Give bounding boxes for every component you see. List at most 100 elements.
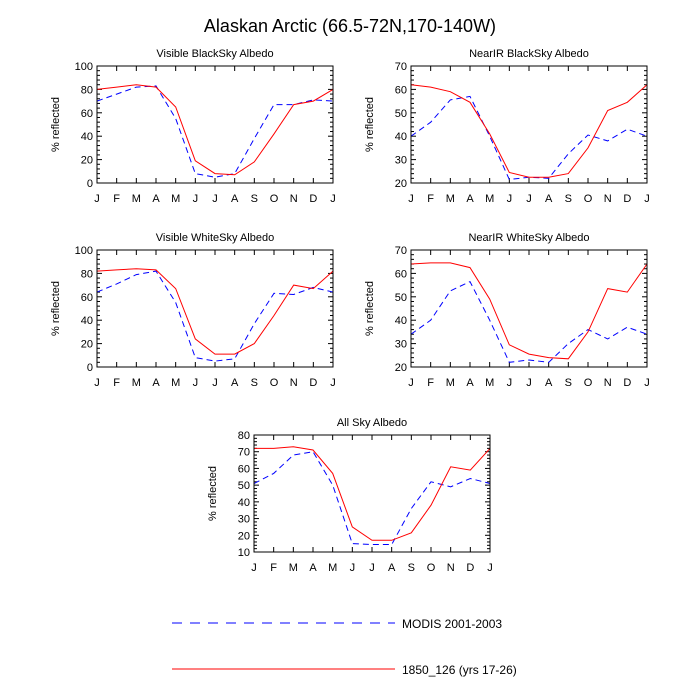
x-tick-label: S	[408, 562, 415, 574]
x-tick-label: O	[270, 377, 279, 389]
panel-visible-whitesky: Visible WhiteSky Albedo % reflected 0 20 40 6…	[50, 232, 336, 389]
x-tick-label: M	[446, 377, 455, 389]
x-tick-label: F	[113, 377, 120, 389]
x-tick-label: J	[408, 193, 414, 205]
legend-item-model: 1850_126 (yrs 17-26)	[172, 663, 517, 677]
x-tick-label: J	[94, 193, 100, 205]
x-tick-label: N	[447, 562, 455, 574]
plot-frame	[410, 249, 648, 368]
x-tick-label: J	[212, 193, 218, 205]
x-tick-label: S	[565, 377, 572, 389]
y-tick-label: 20	[81, 339, 93, 351]
x-tick-label: M	[485, 377, 494, 389]
series-line-modis	[410, 280, 648, 363]
y-tick-label: 60	[395, 84, 407, 96]
x-tick-label: F	[427, 377, 434, 389]
legend-item-modis: MODIS 2001-2003	[172, 617, 502, 631]
series-line-modis	[253, 451, 491, 545]
x-tick-label: J	[350, 562, 356, 574]
y-tick-label: 0	[87, 362, 93, 374]
y-tick-label: 50	[395, 292, 407, 304]
y-tick-label: 0	[87, 178, 93, 190]
y-tick-label: 60	[81, 108, 93, 120]
x-tick-label: J	[644, 377, 650, 389]
panel-title: NearIR BlackSky Albedo	[469, 48, 589, 60]
y-tick-label: 20	[395, 362, 407, 374]
x-tick-label: J	[408, 377, 414, 389]
y-tick-label: 30	[395, 339, 407, 351]
x-tick-label: O	[270, 193, 279, 205]
x-tick-label: J	[212, 377, 218, 389]
series-line-model	[96, 84, 334, 176]
x-tick-label: A	[309, 562, 317, 574]
y-axis-label: % reflected	[207, 466, 219, 521]
x-tick-label: N	[290, 193, 298, 205]
y-tick-label: 70	[238, 447, 250, 459]
plot-frame	[253, 434, 491, 553]
x-tick-label: J	[330, 193, 336, 205]
x-tick-label: A	[152, 193, 160, 205]
series-line-model	[410, 262, 648, 360]
x-tick-label: N	[604, 193, 612, 205]
y-axis-label: % reflected	[50, 281, 62, 336]
y-tick-label: 100	[75, 245, 93, 257]
x-tick-label: J	[193, 193, 199, 205]
panel-visible-blacksky: Visible BlackSky Albedo % reflected 0 20 40 6…	[50, 48, 336, 205]
y-tick-label: 60	[81, 292, 93, 304]
series-line-modis	[96, 270, 334, 362]
x-tick-label: A	[231, 377, 239, 389]
x-tick-label: J	[193, 377, 199, 389]
x-tick-label: J	[507, 377, 513, 389]
x-tick-label: F	[270, 562, 277, 574]
x-tick-label: S	[251, 193, 258, 205]
x-tick-label: F	[427, 193, 434, 205]
x-tick-label: F	[113, 193, 120, 205]
y-tick-label: 20	[81, 155, 93, 167]
x-tick-label: M	[289, 562, 298, 574]
x-tick-label: J	[94, 377, 100, 389]
y-tick-label: 100	[75, 61, 93, 73]
x-tick-label: J	[644, 193, 650, 205]
x-tick-label: A	[545, 377, 553, 389]
y-axis-label: % reflected	[364, 281, 376, 336]
plot-frame	[96, 249, 334, 368]
x-tick-label: D	[623, 377, 631, 389]
x-tick-label: J	[330, 377, 336, 389]
y-tick-label: 40	[238, 497, 250, 509]
figure-title: Alaskan Arctic (66.5-72N,170-140W)	[204, 16, 496, 36]
legend: MODIS 2001-2003 1850_126 (yrs 17-26)	[172, 617, 517, 677]
series-line-model	[254, 446, 491, 541]
y-tick-label: 40	[395, 131, 407, 143]
x-tick-label: M	[485, 193, 494, 205]
x-tick-label: J	[251, 562, 257, 574]
x-tick-label: A	[545, 193, 553, 205]
x-tick-label: N	[290, 377, 298, 389]
plot-frame	[96, 65, 334, 184]
x-tick-label: J	[369, 562, 375, 574]
x-tick-label: M	[446, 193, 455, 205]
x-tick-label: A	[466, 193, 474, 205]
y-tick-label: 50	[238, 480, 250, 492]
panels: Visible BlackSky Albedo % reflected 0 20 40 6…	[50, 48, 650, 574]
x-tick-label: D	[309, 193, 317, 205]
x-tick-label: M	[132, 377, 141, 389]
y-axis-label: % reflected	[364, 97, 376, 152]
y-tick-label: 40	[395, 315, 407, 327]
x-tick-label: M	[171, 193, 180, 205]
y-tick-label: 60	[238, 463, 250, 475]
series-line-model	[96, 268, 334, 355]
panel-title: Visible WhiteSky Albedo	[156, 232, 274, 244]
x-tick-label: M	[328, 562, 337, 574]
plot-frame	[410, 65, 648, 184]
x-tick-label: S	[251, 377, 258, 389]
x-tick-label: A	[388, 562, 396, 574]
x-tick-label: O	[427, 562, 436, 574]
x-tick-label: O	[584, 377, 593, 389]
y-tick-label: 80	[81, 84, 93, 96]
x-tick-label: M	[132, 193, 141, 205]
y-tick-label: 40	[81, 131, 93, 143]
panel-title: Visible BlackSky Albedo	[156, 48, 273, 60]
panel-title: NearIR WhiteSky Albedo	[468, 232, 589, 244]
y-tick-label: 60	[395, 268, 407, 280]
